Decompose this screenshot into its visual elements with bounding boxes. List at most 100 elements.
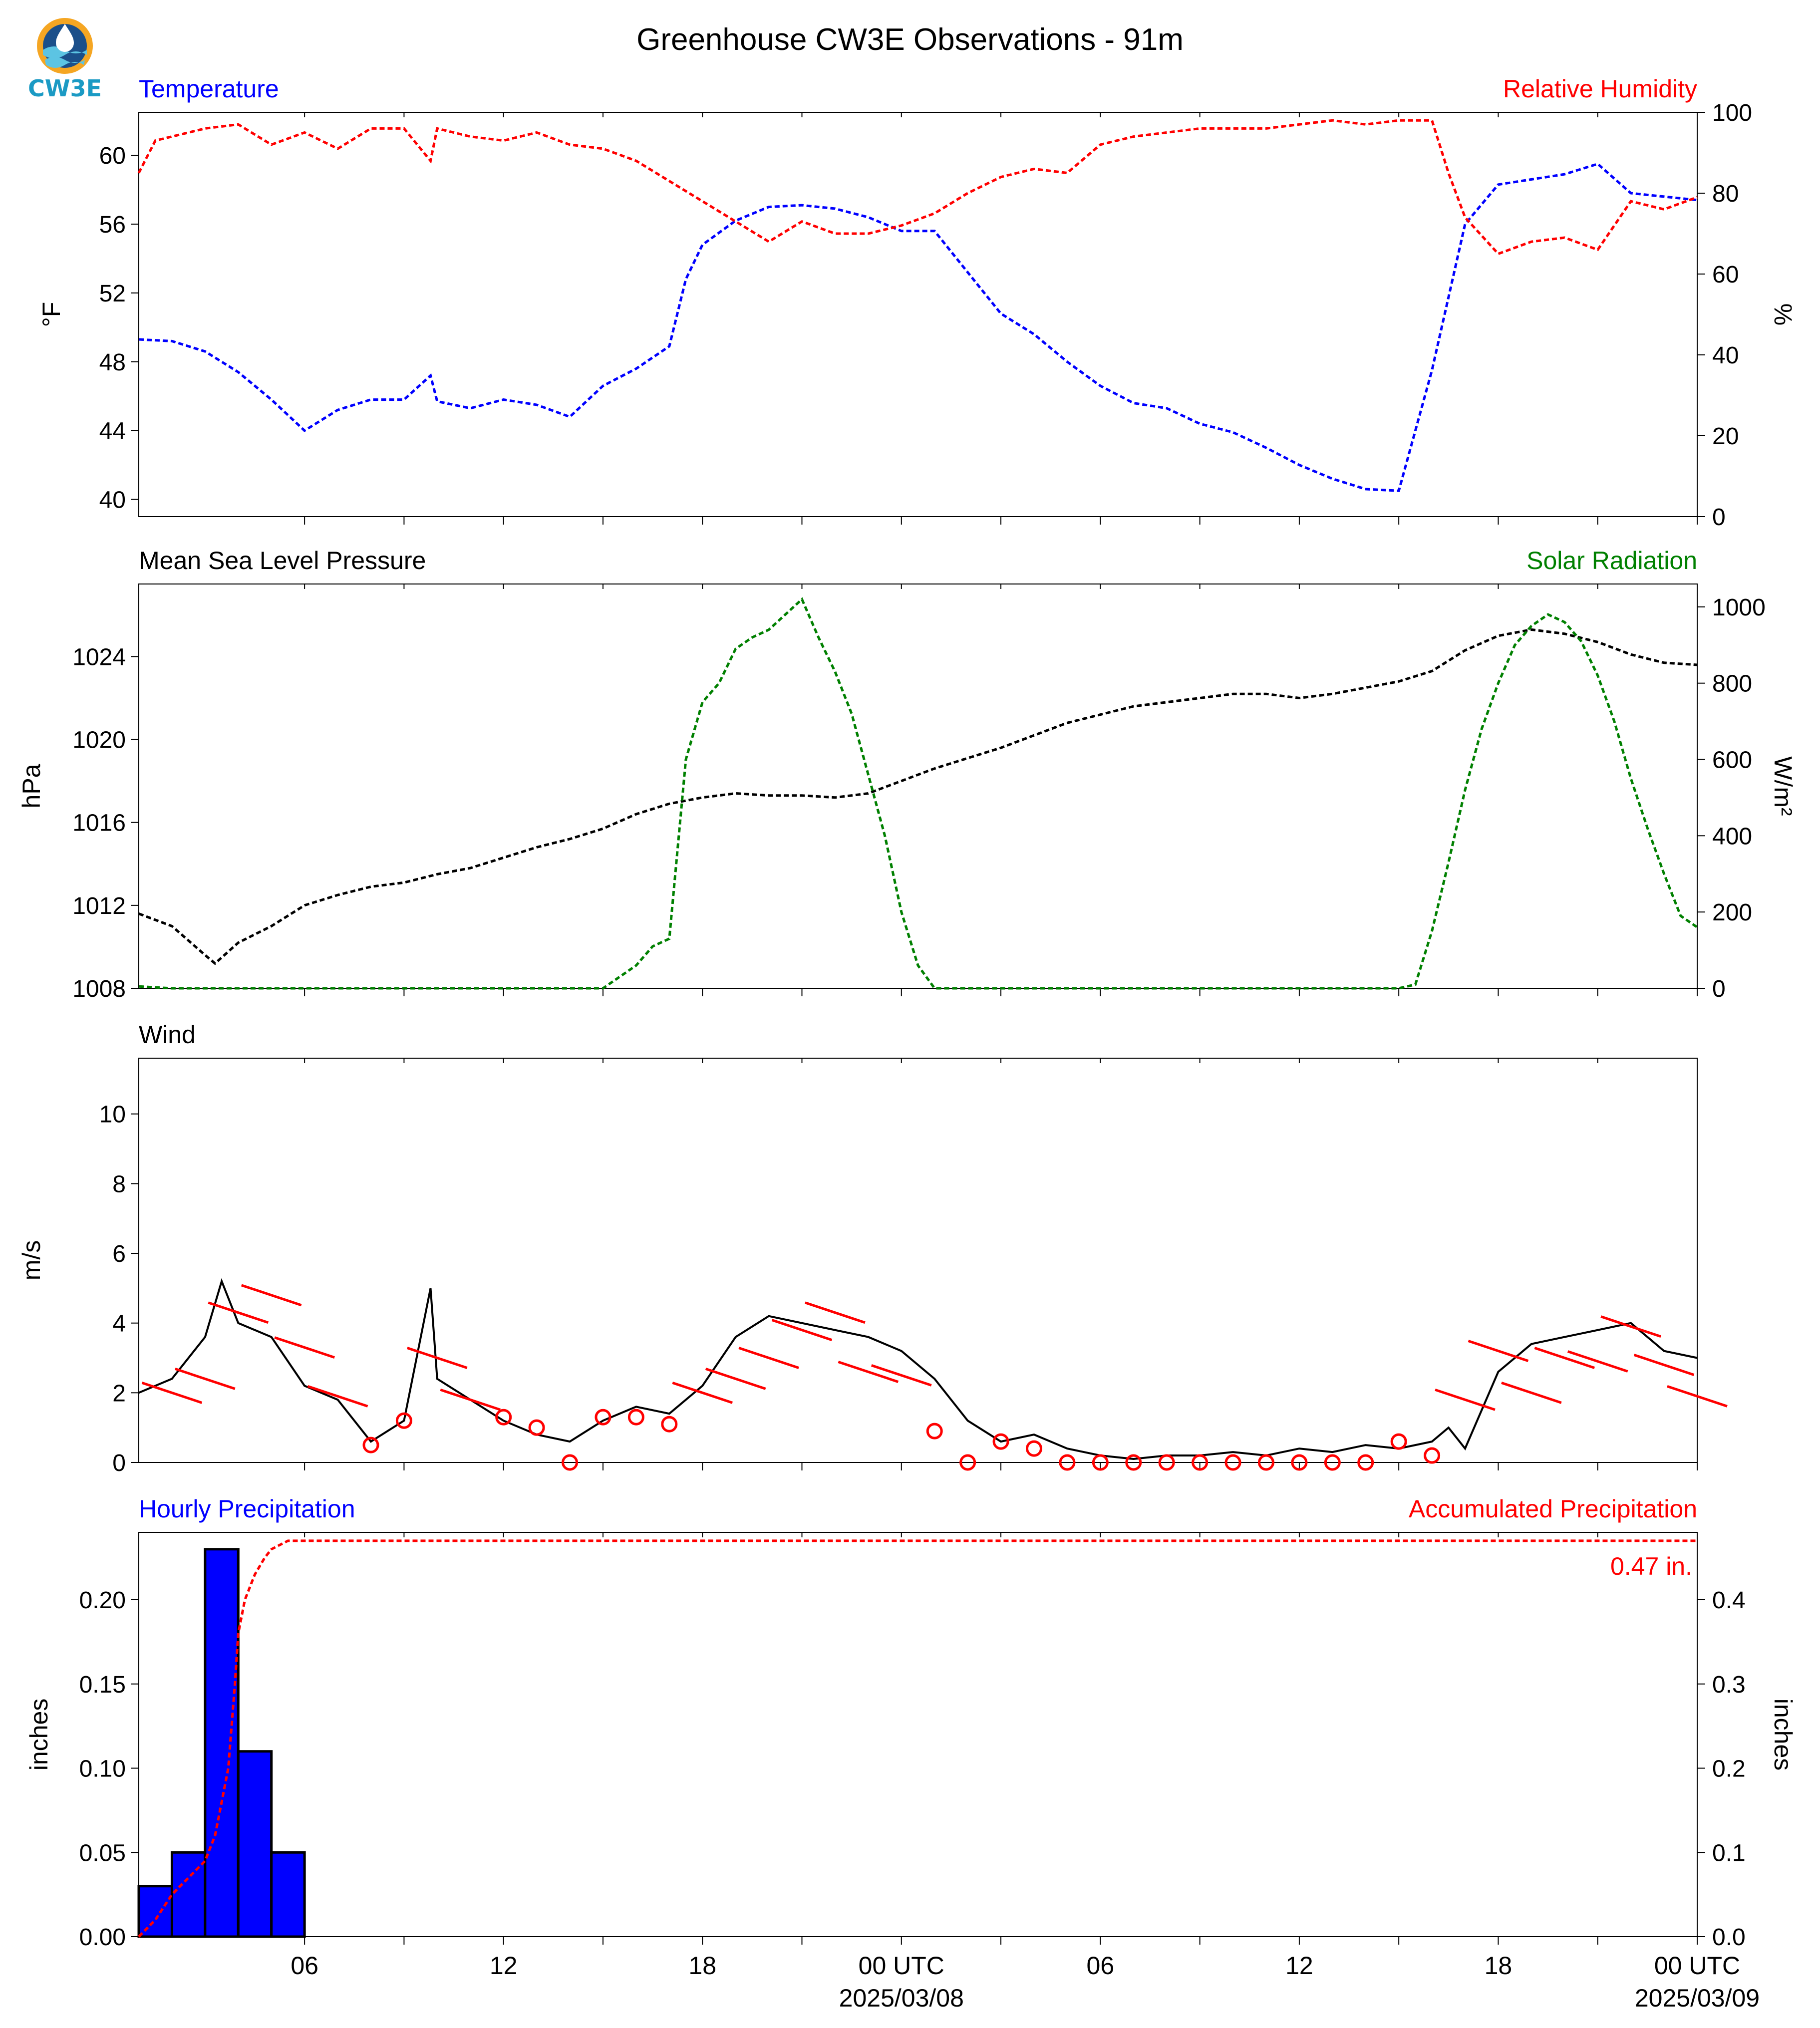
y-tick-label-right: 400	[1712, 823, 1752, 850]
x-tick-label: 18	[1485, 1952, 1513, 1980]
figure-title: Greenhouse CW3E Observations - 91m	[636, 22, 1184, 57]
wind-calm-marker	[926, 1423, 943, 1440]
wind-barb	[1667, 1385, 1728, 1408]
y-tick-label-left: 0.05	[79, 1840, 126, 1866]
y-axis-label-right: W/m²	[1769, 756, 1797, 816]
wind-calm-marker	[1224, 1454, 1241, 1471]
y-tick-label-left: 1024	[72, 644, 126, 670]
wind-barb	[175, 1368, 236, 1390]
panel-title-left: Wind	[139, 1021, 196, 1049]
y-tick-label-right: 40	[1712, 342, 1739, 369]
y-tick-label-left: 4	[112, 1311, 126, 1337]
y-tick-label-left: 1020	[72, 727, 126, 754]
y-tick-label-right: 60	[1712, 262, 1739, 288]
y-tick-label-right: 0.1	[1712, 1840, 1746, 1866]
wind-calm-marker	[1192, 1454, 1209, 1471]
precip-bar	[237, 1750, 273, 1938]
series-solar-radiation	[138, 597, 1698, 990]
wind-calm-marker	[1025, 1440, 1042, 1457]
wind-calm-marker	[362, 1437, 379, 1453]
wind-barb	[705, 1368, 766, 1390]
wind-calm-marker	[1158, 1454, 1175, 1471]
y-tick-label-right: 100	[1712, 100, 1752, 126]
y-axis-label-left: m/s	[17, 1240, 45, 1281]
panel-wind: Wind 0 2 4 6 8 10 m/s	[17, 1021, 1728, 1476]
series-relative-humidity	[137, 119, 1698, 256]
y-tick-label-right: 1000	[1712, 594, 1766, 621]
y-tick-label-left: 1008	[72, 976, 126, 1002]
x-date-label: 2025/03/08	[839, 1984, 964, 2012]
y-tick-label-right: 800	[1712, 671, 1752, 697]
y-tick-label-left: 0.10	[79, 1756, 126, 1782]
y-tick-label-right: 80	[1712, 181, 1739, 207]
wind-calm-marker	[627, 1409, 644, 1426]
y-tick-label-left: 60	[99, 143, 126, 169]
panel-title-right: Accumulated Precipitation	[1409, 1495, 1697, 1523]
wind-calm-marker	[661, 1416, 678, 1433]
y-axis-label-right: inches	[1769, 1699, 1797, 1771]
series-mean-sea-level-pressure	[138, 628, 1698, 965]
panel-title-left: Hourly Precipitation	[139, 1495, 355, 1523]
plot-frame	[138, 1058, 1698, 1463]
wind-barb	[1501, 1381, 1562, 1404]
panel-title-left: Temperature	[139, 75, 279, 103]
x-date-label: 2025/03/09	[1635, 1984, 1760, 2012]
wind-barb	[838, 1361, 899, 1383]
panel-title-right: Solar Radiation	[1526, 547, 1697, 575]
x-tick-label: 12	[1285, 1952, 1313, 1980]
y-axis-label-left: inches	[25, 1699, 53, 1771]
wind-calm-marker	[595, 1409, 611, 1426]
x-tick-label: 00 UTC	[859, 1952, 944, 1980]
wind-calm-marker	[1257, 1454, 1274, 1471]
y-tick-label-left: 2	[112, 1380, 126, 1407]
y-tick-label-right: 0	[1712, 504, 1726, 531]
x-tick-label: 12	[490, 1952, 518, 1980]
wind-barb	[440, 1388, 501, 1411]
wind-calm-marker	[1291, 1454, 1308, 1471]
y-axis-label-left: hPa	[17, 764, 45, 808]
wind-calm-marker	[1390, 1433, 1407, 1450]
cw3e-logo: CW3E	[28, 18, 102, 102]
precip-bar	[270, 1851, 306, 1938]
y-tick-label-right: 20	[1712, 423, 1739, 450]
y-tick-label-right: 0.0	[1712, 1924, 1746, 1951]
y-tick-label-left: 0.00	[79, 1924, 126, 1951]
wind-barb	[274, 1336, 335, 1359]
wind-barb	[407, 1347, 468, 1369]
wind-barb	[805, 1301, 866, 1324]
wind-calm-marker	[1324, 1454, 1341, 1471]
wind-calm-marker	[1059, 1454, 1076, 1471]
y-tick-label-right: 600	[1712, 747, 1752, 774]
y-tick-label-left: 8	[112, 1171, 126, 1197]
y-tick-label-right: 0	[1712, 976, 1726, 1002]
wind-barb	[1567, 1350, 1628, 1373]
y-tick-label-left: 44	[99, 418, 126, 445]
y-tick-label-left: 56	[99, 212, 126, 238]
y-axis-label-left: °F	[37, 302, 65, 327]
wind-barb	[672, 1381, 733, 1404]
wind-calm-marker	[1125, 1454, 1142, 1471]
y-axis-label-right: %	[1769, 303, 1797, 325]
plot-frame	[138, 112, 1698, 517]
logo-text: CW3E	[28, 75, 102, 102]
y-tick-label-left: 0	[112, 1450, 126, 1476]
series-wind	[138, 1278, 1698, 1460]
x-tick-label: 06	[291, 1952, 318, 1980]
wind-calm-marker	[495, 1409, 512, 1426]
wind-calm-marker	[562, 1454, 579, 1471]
panel-title-left: Mean Sea Level Pressure	[139, 547, 426, 575]
wind-barb	[241, 1284, 302, 1307]
precip-bar	[170, 1851, 207, 1938]
wind-barb	[1435, 1388, 1496, 1411]
series-accumulated-precipitation	[138, 1539, 1697, 1938]
y-tick-label-right: 0.3	[1712, 1672, 1746, 1698]
panel-title-right: Relative Humidity	[1503, 75, 1697, 103]
wind-barb	[1600, 1315, 1661, 1338]
precip-bar	[204, 1548, 240, 1938]
wind-barb	[1534, 1347, 1595, 1369]
wind-barb	[1633, 1354, 1695, 1376]
y-tick-label-right: 0.2	[1712, 1756, 1746, 1782]
wind-barb	[208, 1301, 269, 1324]
x-tick-label: 06	[1087, 1952, 1115, 1980]
